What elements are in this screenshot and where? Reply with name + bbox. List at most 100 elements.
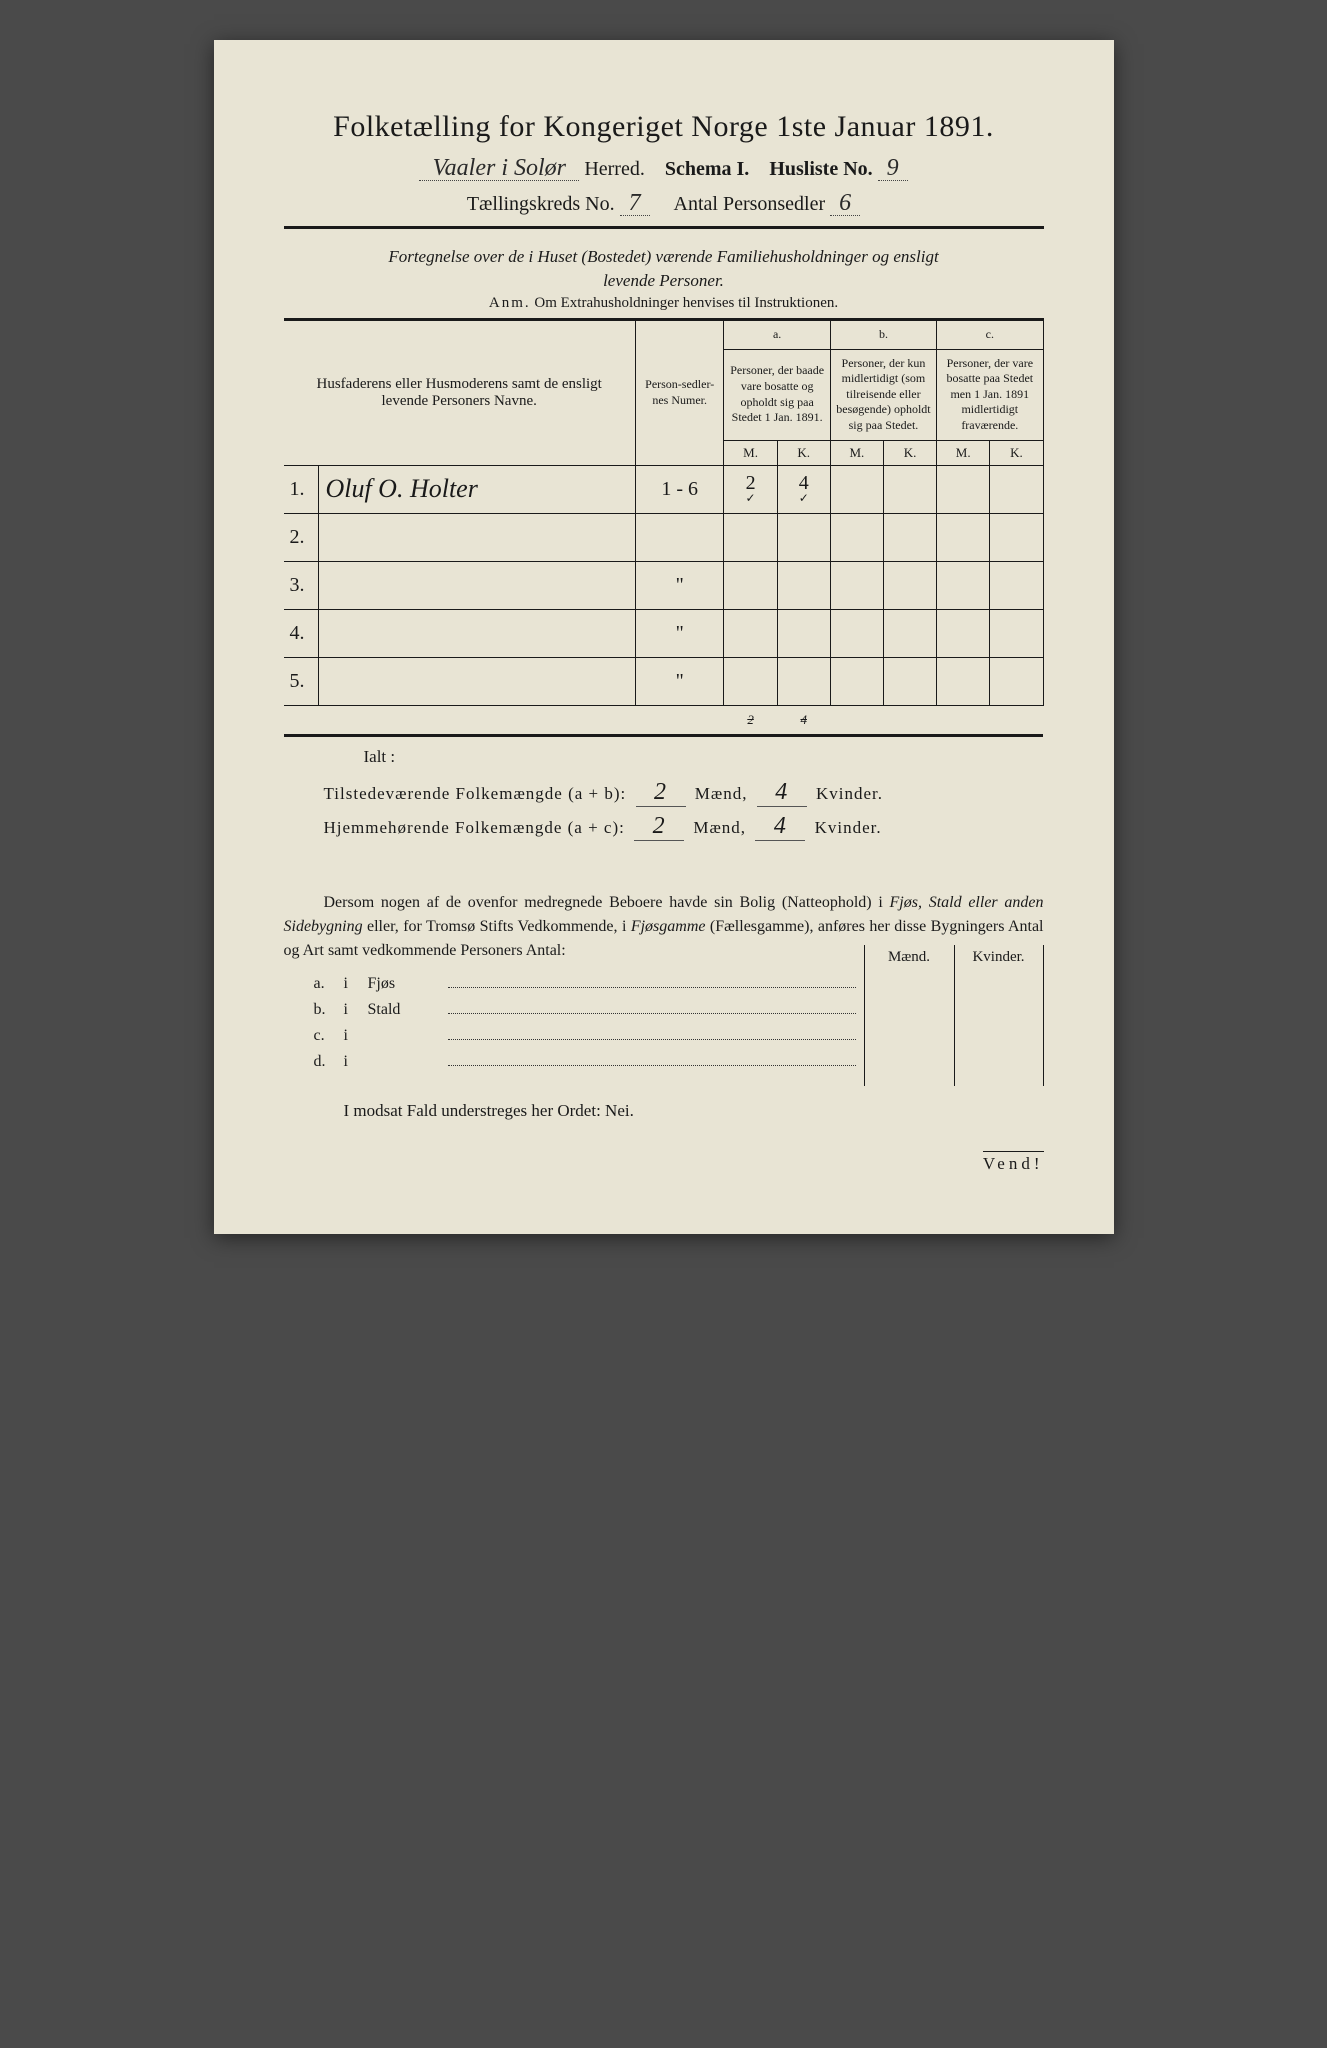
antal-val: 6 — [830, 191, 860, 216]
th-num: Person-sedler-nes Numer. — [635, 320, 724, 466]
abcd-label: d. — [314, 1053, 344, 1071]
table-row: 5. " — [284, 657, 1044, 705]
cell-cm — [937, 513, 990, 561]
cell-bm — [830, 561, 883, 609]
summary-line-1: Tilstedeværende Folkemængde (a + b): 2 M… — [324, 779, 1044, 807]
abcd-dots — [448, 1054, 856, 1066]
abcd-i: i — [344, 975, 368, 993]
th-c: Personer, der vare bosatte paa Stedet me… — [937, 349, 1043, 440]
cell-ck — [990, 513, 1043, 561]
summary1-label: Tilstedeværende Folkemængde (a + b): — [324, 784, 627, 803]
row-num-range: " — [635, 657, 724, 705]
cell-cm — [937, 657, 990, 705]
header-line-1: Vaaler i Solør Herred. Schema I. Huslist… — [284, 156, 1044, 181]
th-b: Personer, der kun midlertidigt (som tilr… — [830, 349, 936, 440]
row-num-range: 1 - 6 — [635, 465, 724, 513]
header-line-2: Tællingskreds No. 7 Antal Personsedler 6 — [284, 191, 1044, 216]
abcd-dots — [448, 1002, 856, 1014]
cell-am — [724, 609, 777, 657]
main-table: Husfaderens eller Husmoderens samt de en… — [284, 318, 1044, 737]
row-number: 4. — [284, 609, 319, 657]
row-number: 3. — [284, 561, 319, 609]
row-num-range — [635, 513, 724, 561]
abcd-block: Mænd. Kvinder. a.iFjøsb.iStaldc.id.i — [314, 975, 1044, 1071]
antal-label: Antal Personsedler — [674, 193, 826, 215]
abcd-i: i — [344, 1027, 368, 1045]
header-rule — [284, 226, 1044, 229]
cell-ak — [777, 657, 830, 705]
cell-bm — [830, 657, 883, 705]
kreds-label: Tællingskreds No. — [467, 193, 615, 215]
row-name — [319, 513, 635, 561]
th-ak: K. — [777, 440, 830, 465]
table-row: 1.Oluf O. Holter1 - 62✓4✓ — [284, 465, 1044, 513]
summary1-klabel: Kvinder. — [816, 784, 883, 803]
th-cm: M. — [937, 440, 990, 465]
cell-bk — [883, 513, 936, 561]
cell-cm — [937, 465, 990, 513]
cell-bk — [883, 561, 936, 609]
cell-bm — [830, 609, 883, 657]
cell-ak — [777, 513, 830, 561]
schema-label: Schema I. — [665, 158, 749, 180]
vend-label: Vend! — [983, 1151, 1044, 1174]
page-title: Folketælling for Kongeriget Norge 1ste J… — [284, 110, 1044, 144]
th-c-label: c. — [937, 320, 1043, 350]
th-a: Personer, der baade vare bosatte og opho… — [724, 349, 830, 440]
husliste-label: Husliste No. — [769, 158, 872, 180]
abcd-label: a. — [314, 975, 344, 993]
cell-bk — [883, 465, 936, 513]
cell-am — [724, 561, 777, 609]
summary-line-2: Hjemmehørende Folkemængde (a + c): 2 Mæn… — [324, 813, 1044, 841]
row-name: Oluf O. Holter — [319, 465, 635, 513]
cell-am — [724, 513, 777, 561]
abcd-cat: Stald — [368, 1001, 448, 1019]
summary1-m: 2 — [636, 779, 686, 807]
summary2-k: 4 — [755, 813, 805, 841]
row-number: 2. — [284, 513, 319, 561]
row-name — [319, 561, 635, 609]
nei-line: I modsat Fald understreges her Ordet: Ne… — [344, 1101, 1044, 1121]
subtitle-2: levende Personer. — [284, 271, 1044, 291]
cell-cm — [937, 561, 990, 609]
summary2-klabel: Kvinder. — [815, 818, 882, 837]
row-number: 5. — [284, 657, 319, 705]
cell-bm — [830, 513, 883, 561]
th-am: M. — [724, 440, 777, 465]
cell-am: 2✓ — [724, 465, 777, 513]
kreds-no: 7 — [620, 191, 650, 216]
summary1-k: 4 — [757, 779, 807, 807]
abcd-i: i — [344, 1053, 368, 1071]
th-b-label: b. — [830, 320, 936, 350]
cell-ak: 4✓ — [777, 465, 830, 513]
anm-label: Anm. — [489, 295, 531, 311]
abcd-label: c. — [314, 1027, 344, 1045]
cell-ck — [990, 609, 1043, 657]
cell-ck — [990, 465, 1043, 513]
table-row: 3." — [284, 561, 1044, 609]
abcd-label: b. — [314, 1001, 344, 1019]
table-row: 4. " — [284, 609, 1044, 657]
th-name: Husfaderens eller Husmoderens samt de en… — [284, 320, 636, 466]
herred-value: Vaaler i Solør — [419, 156, 579, 181]
th-bk: K. — [883, 440, 936, 465]
row-num-range: " — [635, 609, 724, 657]
totals-row: 24 — [284, 705, 1044, 735]
total-am: 2 — [724, 705, 777, 735]
cell-ak — [777, 561, 830, 609]
mk-k: Kvinder. — [954, 945, 1044, 1086]
row-number: 1. — [284, 465, 319, 513]
anm-text: Om Extrahusholdninger henvises til Instr… — [534, 295, 838, 311]
summary2-label: Hjemmehørende Folkemængde (a + c): — [324, 818, 625, 837]
th-bm: M. — [830, 440, 883, 465]
abcd-cat: Fjøs — [368, 975, 448, 993]
th-a-label: a. — [724, 320, 830, 350]
mk-header-box: Mænd. Kvinder. — [864, 945, 1044, 1086]
table-row: 2. — [284, 513, 1044, 561]
cell-bk — [883, 609, 936, 657]
mk-m: Mænd. — [864, 945, 954, 1086]
total-ak: 4 — [777, 705, 830, 735]
cell-ck — [990, 561, 1043, 609]
summary2-m: 2 — [634, 813, 684, 841]
subtitle-1: Fortegnelse over de i Huset (Bostedet) v… — [284, 247, 1044, 267]
